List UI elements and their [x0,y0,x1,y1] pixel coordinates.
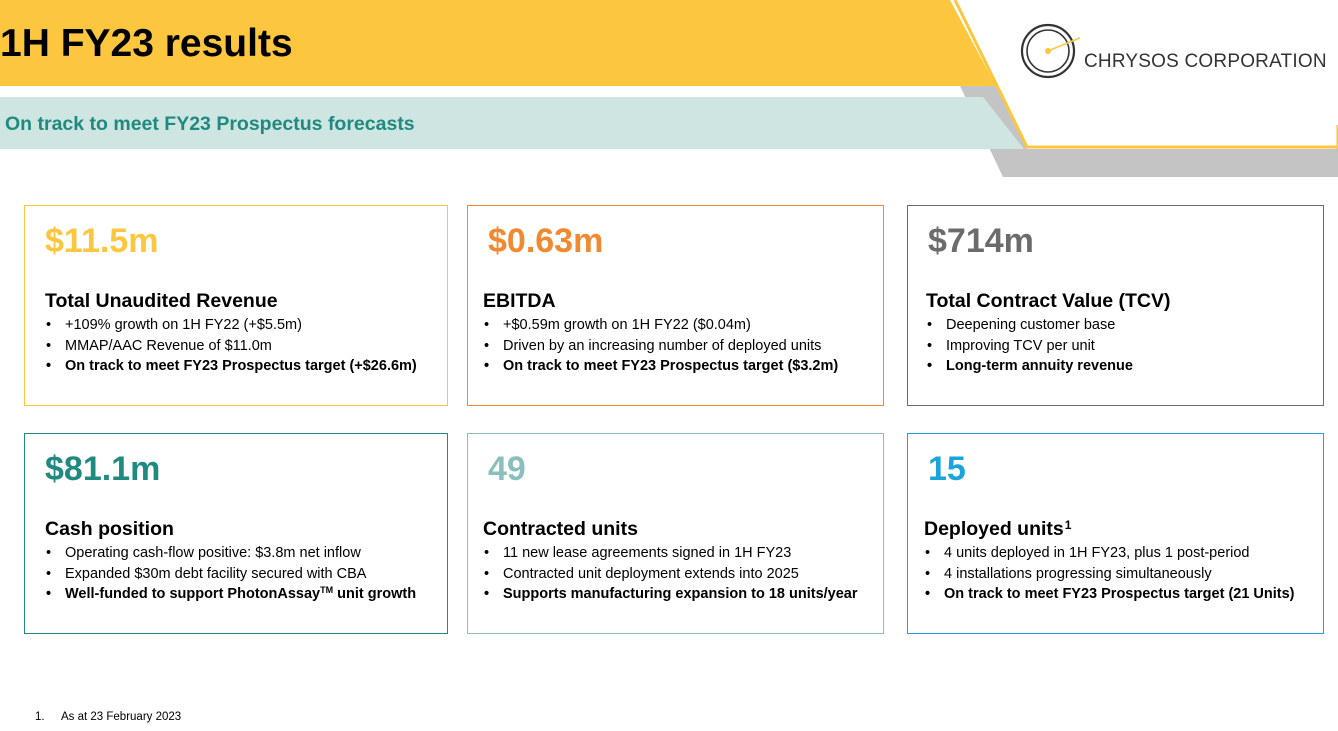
bullet-item: Driven by an increasing number of deploy… [483,336,838,357]
header-yellow-edge [953,0,1338,149]
card-tcv: $714m Total Contract Value (TCV) Deepeni… [907,205,1324,406]
footnote-number: 1. [35,711,45,723]
bullet-item: 4 units deployed in 1H FY23, plus 1 post… [924,543,1295,564]
card-heading-text: Deployed units [924,518,1064,540]
card-value: $11.5m [45,222,159,260]
card-value: 49 [488,450,526,488]
card-deployed-units: 15 Deployed units1 4 units deployed in 1… [907,433,1324,634]
logo-text: CHRYSOS CORPORATION [1084,51,1327,72]
bullet-item: On track to meet FY23 Prospectus target … [924,584,1295,605]
footnote: 1. As at 23 February 2023 [35,711,181,723]
card-cash-position: $81.1m Cash position Operating cash-flow… [24,433,448,634]
bullet-item: 11 new lease agreements signed in 1H FY2… [483,543,858,564]
card-revenue: $11.5m Total Unaudited Revenue +109% gro… [24,205,448,406]
card-value: $0.63m [488,222,604,260]
card-bullets: +109% growth on 1H FY22 (+$5.5m) MMAP/AA… [45,315,417,377]
card-bullets: +$0.59m growth on 1H FY22 ($0.04m) Drive… [483,315,838,377]
bullet-item: Operating cash-flow positive: $3.8m net … [45,543,416,564]
card-heading: Total Contract Value (TCV) [926,290,1171,312]
card-heading: Total Unaudited Revenue [45,290,278,312]
bullet-item: +$0.59m growth on 1H FY22 ($0.04m) [483,315,838,336]
bullet-item: Long-term annuity revenue [926,356,1133,377]
page-title: 1H FY23 results [0,22,293,65]
subtitle-band [0,97,1024,149]
bullet-item: Improving TCV per unit [926,336,1133,357]
footnote-reference: 1 [1064,518,1072,532]
bullet-item: Contracted unit deployment extends into … [483,564,858,585]
card-bullets: 4 units deployed in 1H FY23, plus 1 post… [924,543,1295,605]
company-logo: CHRYSOS CORPORATION [1020,23,1327,81]
header-yellow-band [0,0,996,86]
card-heading: Cash position [45,518,174,540]
bullet-item: On track to meet FY23 Prospectus target … [45,356,417,377]
trademark-superscript: TM [320,585,334,595]
card-bullets: Operating cash-flow positive: $3.8m net … [45,543,416,606]
bullet-item: Well-funded to support PhotonAssayTM uni… [45,584,416,606]
card-value: $714m [928,222,1034,260]
bullet-item: On track to meet FY23 Prospectus target … [483,356,838,377]
bullet-item: 4 installations progressing simultaneous… [924,564,1295,585]
header-background [0,0,1338,177]
card-bullets: 11 new lease agreements signed in 1H FY2… [483,543,858,605]
bullet-item: Supports manufacturing expansion to 18 u… [483,584,858,605]
card-ebitda: $0.63m EBITDA +$0.59m growth on 1H FY22 … [467,205,884,406]
page-subtitle: On track to meet FY23 Prospectus forecas… [5,113,415,135]
card-heading: Contracted units [483,518,638,540]
bullet-item: MMAP/AAC Revenue of $11.0m [45,336,417,357]
header-white-panel [955,0,1338,149]
bullet-item: Expanded $30m debt facility secured with… [45,564,416,585]
card-value: $81.1m [45,450,161,488]
bullet-text: Well-funded to support PhotonAssay [65,586,321,602]
bullet-item: Deepening customer base [926,315,1133,336]
footnote-text: As at 23 February 2023 [61,711,182,723]
card-heading: EBITDA [483,290,556,312]
card-heading: Deployed units1 [924,518,1071,541]
bullet-item: +109% growth on 1H FY22 (+$5.5m) [45,315,417,336]
bullet-text-end: unit growth [337,586,417,602]
card-bullets: Deepening customer base Improving TCV pe… [926,315,1133,377]
chrysos-ring-logo-icon [1020,23,1080,79]
card-value: 15 [928,450,966,488]
card-contracted-units: 49 Contracted units 11 new lease agreeme… [467,433,884,634]
